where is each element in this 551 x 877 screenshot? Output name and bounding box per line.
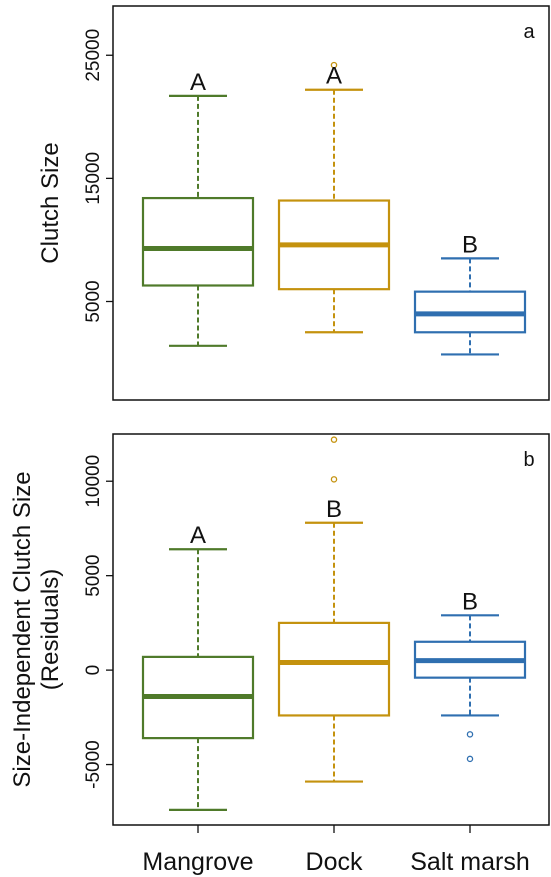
panel-b-box-0-group-letter: A xyxy=(190,522,206,549)
panel-a-box-1-outlier-0 xyxy=(330,61,338,69)
panel-a-box-1-group-letter: A xyxy=(326,63,342,90)
panel-b-box-2-outlier-0 xyxy=(466,731,474,738)
category-label-0: Mangrove xyxy=(142,848,253,876)
panel-b-ylabel: Size-Independent Clutch Size xyxy=(9,471,36,787)
panel-a-box-0-group-letter: A xyxy=(190,69,206,96)
panel-b-box-1-outlier-1 xyxy=(330,436,338,443)
panel-a-letter: a xyxy=(523,21,535,43)
panel-b-ytick-label-1: 0 xyxy=(83,665,104,676)
panel-b-frame xyxy=(112,433,550,826)
category-label-2: Salt marsh xyxy=(410,848,529,876)
panel-a-ytick-label-2: 25000 xyxy=(83,29,104,82)
panel-b-ytick-label-0: -5000 xyxy=(83,740,104,789)
panel-a-box-2-group-letter: B xyxy=(462,231,478,258)
panel-b-ytick-label-2: 5000 xyxy=(83,555,104,597)
panel-a-ylabel: Clutch Size xyxy=(37,142,64,263)
panel-a-ytick-label-0: 5000 xyxy=(83,280,104,322)
category-label-1: Dock xyxy=(306,848,363,876)
panel-a-box-0-iqr xyxy=(141,196,255,287)
panel-b-box-1-group-letter: B xyxy=(326,496,342,523)
panel-b-box-1-outlier-0 xyxy=(330,476,338,483)
panel-a-ytick-label-1: 15000 xyxy=(83,152,104,205)
panel-a-frame xyxy=(112,5,550,401)
panel-b-ytick-label-3: 10000 xyxy=(83,455,104,508)
panel-b-box-1-iqr xyxy=(277,621,391,717)
panel-b-ylabel-line2: (Residuals) xyxy=(37,569,64,690)
panel-b-letter: b xyxy=(523,449,534,471)
panel-b-box-2-group-letter: B xyxy=(462,588,478,615)
panel-b-box-2-outlier-1 xyxy=(466,755,474,763)
